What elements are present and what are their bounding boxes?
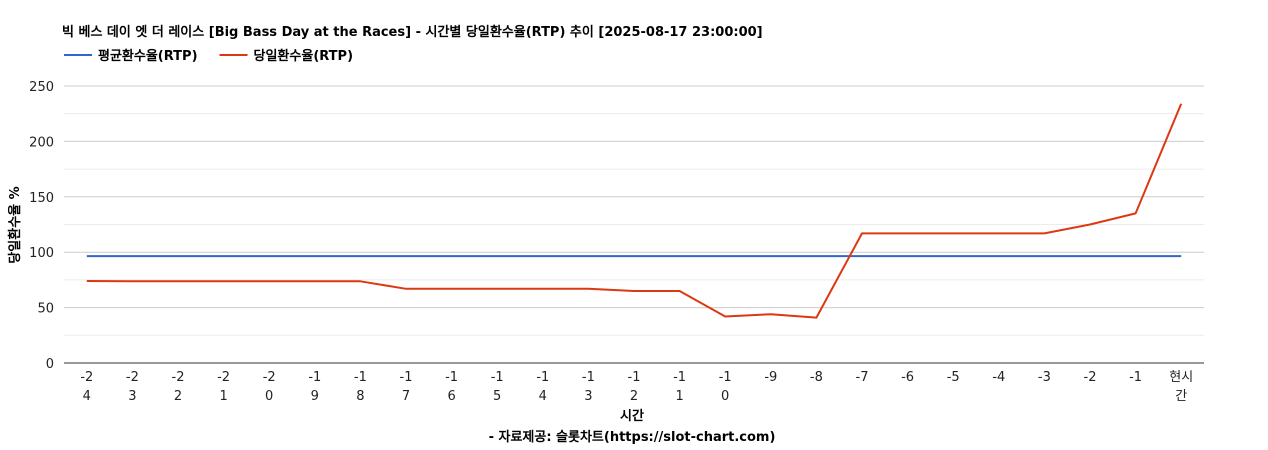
y-tick-label: 200 [29,135,54,150]
y-tick-label: 150 [29,191,54,206]
x-tick-label: -7 [856,370,869,385]
x-tick-label: -6 [901,370,914,385]
x-tick-label: -1 [1129,370,1142,385]
y-tick-label: 250 [29,80,54,95]
x-tick-label: -1 4 [536,370,549,404]
y-axis-title: 당일환수율 % [7,186,23,263]
legend: 평균환수율(RTP) 당일환수율(RTP) [64,48,353,64]
series-line-daily-rtp [86,103,1183,319]
x-tick-label: -1 0 [719,370,732,404]
x-tick-label: -1 2 [628,370,641,404]
legend-label: 평균환수율(RTP) [98,48,198,64]
x-tick-label: -4 [992,370,1005,385]
legend-label: 당일환수율(RTP) [254,48,354,64]
x-tick-label: -1 8 [354,370,367,404]
x-tick-label: -9 [764,370,777,385]
x-tick-label: -3 [1038,370,1051,385]
x-tick-label: -1 1 [673,370,686,404]
y-tick-label: 100 [29,246,54,261]
x-tick-label: -8 [810,370,823,385]
x-axis-title: 시간 [620,408,644,424]
x-tick-label: -5 [947,370,960,385]
x-axis-ticks: -2 4 -2 3 -2 2 -2 1 -2 0 -1 9 -1 8 -1 7 -1 6 -1 5 -1 4 -1 3 -1 2 -… [80,370,1193,404]
x-tick-label: -2 3 [126,370,139,404]
x-tick-label: 현시 간 [1169,370,1193,404]
y-axis-ticks: 0 50 100 150 200 250 [29,80,54,372]
x-tick-label: -1 7 [400,370,413,404]
x-tick-label: -1 6 [445,370,458,404]
x-tick-label: -2 0 [263,370,276,404]
y-tick-label: 0 [46,357,54,372]
x-tick-label: -2 4 [80,370,93,404]
series-lines [86,103,1183,319]
x-tick-label: -2 2 [172,370,185,404]
gridlines [64,85,1204,336]
x-tick-label: -1 9 [308,370,321,404]
y-tick-label: 50 [37,302,54,317]
chart-title: 빅 베스 데이 엣 더 레이스 [Big Bass Day at the Rac… [62,24,763,40]
x-tick-label: -2 1 [217,370,230,404]
source-credit: - 자료제공: 슬롯차트(https://slot-chart.com) [489,429,776,445]
x-tick-label: -1 3 [582,370,595,404]
x-tick-label: -1 5 [491,370,504,404]
x-tick-label: -2 [1084,370,1097,385]
